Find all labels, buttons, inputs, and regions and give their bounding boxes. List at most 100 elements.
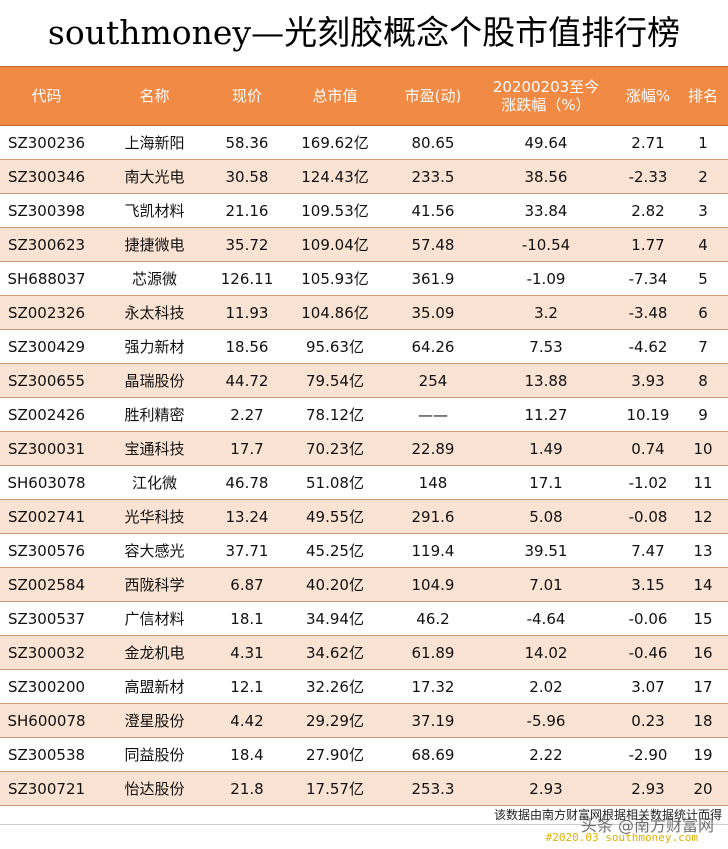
cell-code: SZ300721 (7, 779, 86, 798)
cell-price: 18.1 (230, 609, 264, 628)
table-row: SZ002426 胜利精密 2.27 78.12亿 —— 11.27 10.19 9 (0, 398, 728, 432)
cell-pct-change: -0.08 (628, 507, 668, 526)
cell-name: 澄星股份 (124, 712, 185, 730)
cell-name: 强力新材 (124, 338, 185, 356)
cell-price: 4.42 (230, 711, 264, 730)
cell-code: SZ002584 (7, 575, 86, 594)
cell-rank: 5 (698, 269, 708, 288)
cell-name: 胜利精密 (124, 406, 185, 424)
cell-pct-change: 0.74 (631, 439, 665, 458)
cell-market-cap: 105.93亿 (301, 270, 369, 288)
footnote: 该数据由南方财富网根据相关数据统计而得 (0, 805, 728, 825)
cell-code: SZ300429 (7, 337, 86, 356)
cell-rank: 1 (698, 133, 708, 152)
cell-price: 35.72 (225, 235, 269, 254)
cell-market-cap: 34.94亿 (306, 610, 364, 628)
cell-market-cap: 32.26亿 (306, 678, 364, 696)
cell-change-since: 13.88 (524, 371, 568, 390)
cell-pct-change: -7.34 (628, 269, 668, 288)
cell-pct-change: 0.23 (631, 711, 665, 730)
cell-pe: 61.89 (411, 643, 455, 662)
cell-price: 2.27 (230, 405, 264, 424)
cell-price: 4.31 (230, 643, 264, 662)
cell-market-cap: 95.63亿 (306, 338, 364, 356)
cell-pe: —— (418, 405, 448, 424)
table-header: 代码 名称 现价 总市值 市盈(动) 20200203至今 涨跌幅（%） 涨幅%… (0, 67, 728, 126)
cell-market-cap: 17.57亿 (306, 780, 364, 798)
cell-pct-change: 2.71 (631, 133, 665, 152)
cell-change-since: 17.1 (529, 473, 563, 492)
cell-change-since: 33.84 (524, 201, 568, 220)
header-pe: 市盈(动) (404, 87, 462, 105)
cell-rank: 8 (698, 371, 708, 390)
cell-pct-change: 2.93 (631, 779, 665, 798)
header-change-since-line2: 涨跌幅（%） (501, 96, 591, 114)
cell-pe: 254 (418, 371, 448, 390)
table-row: SZ300655 晶瑞股份 44.72 79.54亿 254 13.88 3.93 8 (0, 364, 728, 398)
cell-price: 18.4 (230, 745, 264, 764)
table-row: SZ002584 西陇科学 6.87 40.20亿 104.9 7.01 3.15 14 (0, 568, 728, 602)
cell-market-cap: 70.23亿 (306, 440, 364, 458)
cell-change-since: -1.09 (526, 269, 566, 288)
cell-change-since: 38.56 (524, 167, 568, 186)
cell-market-cap: 27.90亿 (306, 746, 364, 764)
cell-name: 宝通科技 (124, 440, 185, 458)
cell-pe: 291.6 (411, 507, 455, 526)
cell-price: 30.58 (225, 167, 269, 186)
cell-code: SH600078 (7, 711, 86, 730)
cell-name: 南大光电 (124, 168, 185, 186)
cell-market-cap: 34.62亿 (306, 644, 364, 662)
cell-name: 芯源微 (131, 270, 177, 288)
cell-code: SZ300538 (7, 745, 86, 764)
table-row: SZ300236 上海新阳 58.36 169.62亿 80.65 49.64 2.71 1 (0, 126, 728, 160)
cell-rank: 14 (693, 575, 713, 594)
cell-pe: 22.89 (411, 439, 455, 458)
cell-rank: 18 (693, 711, 713, 730)
cell-change-since: -10.54 (521, 235, 571, 254)
cell-name: 金龙机电 (124, 644, 185, 662)
cell-rank: 20 (693, 779, 713, 798)
cell-name: 永太科技 (124, 304, 185, 322)
cell-rank: 10 (693, 439, 713, 458)
cell-rank: 7 (698, 337, 708, 356)
cell-pe: 46.2 (416, 609, 450, 628)
cell-code: SZ300032 (7, 643, 86, 662)
header-rank: 排名 (687, 87, 718, 105)
cell-price: 44.72 (225, 371, 269, 390)
cell-rank: 17 (693, 677, 713, 696)
cell-name: 怡达股份 (124, 780, 185, 798)
header-price: 现价 (231, 87, 262, 105)
cell-pe: 35.09 (411, 303, 455, 322)
cell-pct-change: 1.77 (631, 235, 665, 254)
cell-name: 江化微 (131, 474, 177, 492)
cell-pct-change: 7.47 (631, 541, 665, 560)
table-row: SZ300398 飞凯材料 21.16 109.53亿 41.56 33.84 2.82 3 (0, 194, 728, 228)
cell-price: 21.16 (225, 201, 269, 220)
cell-change-since: 11.27 (524, 405, 568, 424)
cell-name: 上海新阳 (124, 134, 185, 152)
table-row: SZ300721 怡达股份 21.8 17.57亿 253.3 2.93 2.93 20 (0, 772, 728, 806)
cell-code: SZ300576 (7, 541, 86, 560)
cell-name: 同益股份 (124, 746, 185, 764)
cell-rank: 11 (693, 473, 713, 492)
header-name: 名称 (139, 87, 170, 105)
cell-change-since: 5.08 (529, 507, 563, 526)
cell-name: 光华科技 (124, 508, 185, 526)
cell-code: SZ300655 (7, 371, 86, 390)
table-row: SZ002326 永太科技 11.93 104.86亿 35.09 3.2 -3.48 6 (0, 296, 728, 330)
table-row: SZ300538 同益股份 18.4 27.90亿 68.69 2.22 -2.90 19 (0, 738, 728, 772)
cell-price: 37.71 (225, 541, 269, 560)
cell-change-since: 2.22 (529, 745, 563, 764)
table-row: SZ300346 南大光电 30.58 124.43亿 233.5 38.56 -2.33 2 (0, 160, 728, 194)
cell-code: SZ002326 (7, 303, 86, 322)
header-pct-change: 涨幅% (625, 87, 671, 105)
cell-code: SZ002426 (7, 405, 86, 424)
cell-price: 11.93 (225, 303, 269, 322)
cell-change-since: 14.02 (524, 643, 568, 662)
cell-pe: 253.3 (411, 779, 455, 798)
table-row: SZ300537 广信材料 18.1 34.94亿 46.2 -4.64 -0.06 15 (0, 602, 728, 636)
cell-pe: 233.5 (411, 167, 455, 186)
cell-price: 6.87 (230, 575, 264, 594)
cell-code: SH688037 (7, 269, 86, 288)
table-row: SZ300032 金龙机电 4.31 34.62亿 61.89 14.02 -0.46 16 (0, 636, 728, 670)
